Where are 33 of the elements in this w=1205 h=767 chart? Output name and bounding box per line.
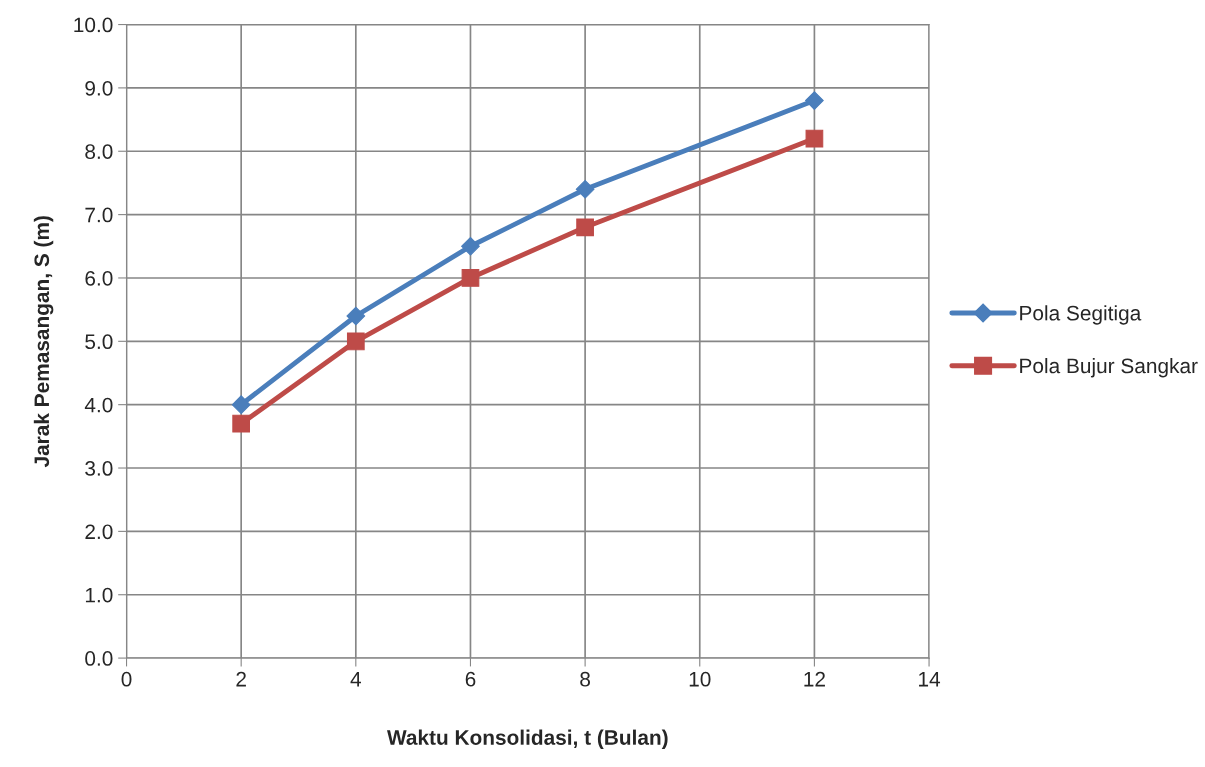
x-tick-label: 4 <box>350 672 361 687</box>
point <box>805 91 824 110</box>
y-tick-label: 6.0 <box>85 270 113 286</box>
point <box>576 218 594 237</box>
point <box>232 414 251 433</box>
legend-label: Pola Bujur Sangkar <box>1020 357 1198 378</box>
y-tick-label: 7.0 <box>85 207 113 223</box>
point <box>461 236 480 256</box>
x-tick-label: 12 <box>804 671 825 687</box>
x-tick-label: 6 <box>465 671 476 687</box>
y-tick-label: 4.0 <box>84 397 113 413</box>
y-tick-label: 10.0 <box>74 17 113 33</box>
point <box>461 269 480 287</box>
legend-label: Pola Segitiga <box>1020 305 1142 325</box>
y-tick-label: 1.0 <box>85 587 113 603</box>
y-tick-label: 5.0 <box>85 334 113 350</box>
point <box>575 179 595 199</box>
x-tick-label: 10 <box>689 671 711 687</box>
point <box>346 306 366 326</box>
y-tick-label: 2.0 <box>85 524 113 540</box>
x-tick-label: 2 <box>236 671 246 687</box>
x-tick-label: 14 <box>919 672 941 687</box>
x-tick-label: 0 <box>121 671 132 687</box>
y-tick-label: 8.0 <box>85 144 113 160</box>
y-tick-label: 9.0 <box>85 80 113 96</box>
y-tick-label: 0.0 <box>85 651 113 666</box>
y-axis-title: Jarak Pemasangan, S (m) <box>33 216 54 468</box>
point <box>805 129 824 148</box>
y-tick-label: 3.0 <box>85 461 113 476</box>
point <box>231 395 251 415</box>
x-axis-title: Waktu Konsolidasi, t (Bulan) <box>387 729 668 750</box>
point <box>346 332 365 351</box>
x-tick-label: 8 <box>580 671 590 687</box>
